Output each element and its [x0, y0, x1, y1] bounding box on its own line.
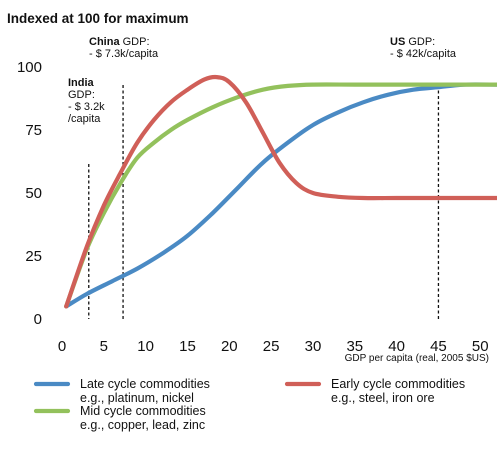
x-tick-label: 40: [388, 338, 405, 355]
reference-country: India: [68, 77, 95, 89]
y-tick-label: 0: [34, 311, 42, 328]
reference-label-line: /capita: [68, 113, 101, 125]
legend-label: Early cycle commodities: [331, 377, 465, 391]
reference-label: India: [68, 77, 95, 89]
y-axis: 0 25 50 75 100: [17, 59, 42, 328]
series-lines: [64, 74, 497, 309]
series-line-1: [64, 74, 497, 309]
x-tick-label: 30: [305, 338, 322, 355]
reference-country: US: [390, 36, 405, 48]
x-tick-label: 50: [472, 338, 489, 355]
series-line-0: [64, 82, 497, 309]
y-tick-label: 100: [17, 59, 42, 76]
x-tick-label: 5: [100, 338, 108, 355]
legend-sublabel: e.g., copper, lead, zinc: [80, 418, 205, 432]
legend-sublabel: e.g., platinum, nickel: [80, 391, 194, 405]
y-tick-label: 50: [25, 185, 42, 202]
x-tick-label: 15: [179, 338, 196, 355]
x-tick-label: 35: [346, 338, 363, 355]
reference-label-line: - $ 7.3k/capita: [89, 48, 159, 60]
x-tick-label: 45: [430, 338, 447, 355]
y-tick-label: 25: [25, 248, 42, 265]
legend-label: Late cycle commodities: [80, 377, 210, 391]
x-tick-label: 0: [58, 338, 66, 355]
reference-country: China: [89, 36, 120, 48]
y-tick-label: 75: [25, 122, 42, 139]
x-axis: 0 5 10 15 20 25 30 35 40 45 50: [58, 338, 489, 355]
chart-title: Indexed at 100 for maximum: [7, 11, 189, 26]
reference-label-line: - $ 42k/capita: [390, 48, 457, 60]
x-tick-label: 25: [263, 338, 280, 355]
reference-label: US GDP:: [390, 36, 435, 48]
series-line-2: [64, 82, 497, 309]
x-tick-label: 10: [137, 338, 154, 355]
x-axis-label: GDP per capita (real, 2005 $US): [345, 353, 489, 364]
reference-label-rest: GDP:: [120, 36, 150, 48]
reference-label-rest: GDP:: [405, 36, 435, 48]
legend-sublabel: e.g., steel, iron ore: [331, 391, 435, 405]
reference-label: China GDP:: [89, 36, 150, 48]
legend-label: Mid cycle commodities: [80, 404, 206, 418]
x-tick-label: 20: [221, 338, 238, 355]
reference-label-line: - $ 3.2k: [68, 101, 105, 113]
reference-label-line: GDP:: [68, 89, 95, 101]
